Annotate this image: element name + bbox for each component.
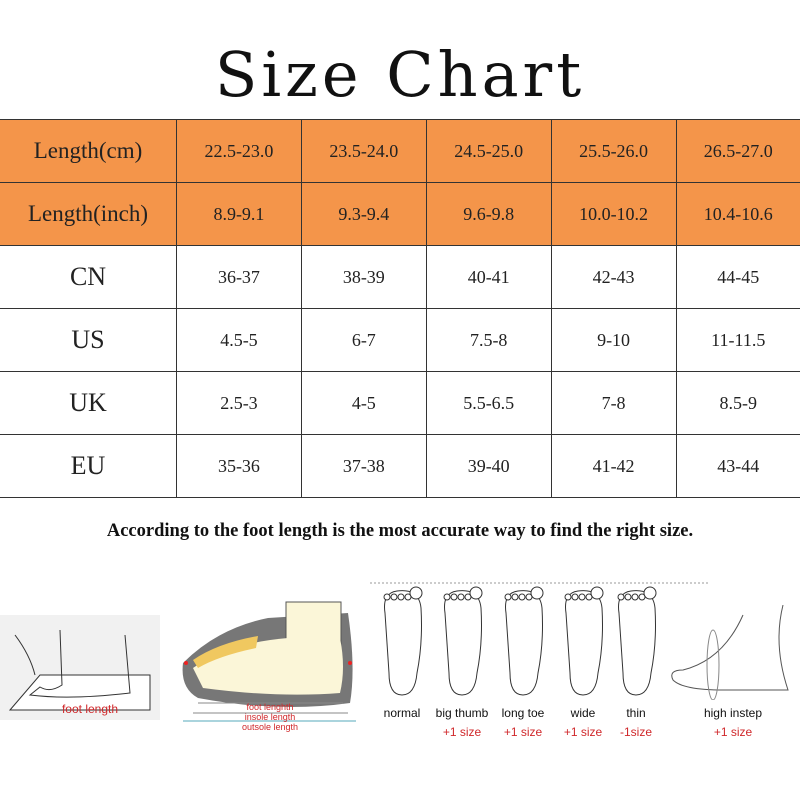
size-cell: 9-10: [550, 308, 677, 372]
size-adjust-label: -1size: [619, 725, 652, 739]
size-cell: 7.5-8: [425, 308, 552, 372]
foot-length-label: foot length: [61, 702, 119, 716]
size-cell: 8.9-9.1: [176, 182, 302, 246]
table-row: EU 35-36 37-38 39-40 41-42 43-44: [0, 434, 800, 498]
size-cell: 10.0-10.2: [550, 182, 677, 246]
size-cell: 2.5-3: [176, 371, 302, 435]
size-cell: 36-37: [176, 245, 302, 309]
foot-type-label: long toe: [501, 706, 545, 720]
shoe-cross-section-illustration: [182, 601, 356, 722]
size-cell: 42-43: [550, 245, 677, 309]
size-adjust-label: +1 size: [713, 725, 753, 739]
size-cell: 11-11.5: [675, 308, 800, 372]
size-adjust-label: +1 size: [442, 725, 482, 739]
table-row: UK 2.5-3 4-5 5.5-6.5 7-8 8.5-9: [0, 371, 800, 435]
size-cell: 44-45: [675, 245, 800, 309]
foot-normal-icon: [383, 586, 423, 696]
table-row: US 4.5-5 6-7 7.5-8 9-10 11-11.5: [0, 308, 800, 372]
size-cell: 23.5-24.0: [300, 119, 427, 183]
foot-type-label: high instep: [703, 706, 763, 720]
foot-lenghth-label: foot lenghth: [246, 702, 294, 712]
row-label: CN: [0, 245, 177, 309]
size-cell: 7-8: [550, 371, 677, 435]
size-cell: 40-41: [425, 245, 552, 309]
size-cell: 9.3-9.4: [300, 182, 427, 246]
size-cell: 26.5-27.0: [675, 119, 800, 183]
size-adjust-label: +1 size: [503, 725, 543, 739]
size-cell: 25.5-26.0: [550, 119, 677, 183]
size-cell: 10.4-10.6: [675, 182, 800, 246]
foot-type-label: normal: [383, 706, 421, 720]
size-cell: 41-42: [550, 434, 677, 498]
insole-length-label: insole length: [244, 712, 296, 722]
size-cell: 43-44: [675, 434, 800, 498]
size-cell: 35-36: [176, 434, 302, 498]
foot-long-toe-icon: [504, 586, 544, 696]
outsole-length-label: outsole length: [241, 722, 299, 732]
foot-thin-icon: [617, 586, 657, 696]
foot-high-instep-icon: [671, 605, 789, 700]
row-label: Length(inch): [0, 182, 177, 246]
table-row: CN 36-37 38-39 40-41 42-43 44-45: [0, 245, 800, 309]
row-label: Length(cm): [0, 119, 177, 183]
size-adjust-label: +1 size: [563, 725, 603, 739]
sizing-note: According to the foot length is the most…: [106, 521, 694, 541]
size-table: Length(cm) 22.5-23.0 23.5-24.0 24.5-25.0 25.…: [0, 119, 800, 498]
size-cell: 9.6-9.8: [425, 182, 552, 246]
size-cell: 4.5-5: [176, 308, 302, 372]
foot-type-label: wide: [570, 706, 596, 720]
size-cell: 8.5-9: [675, 371, 800, 435]
dotted-guide: [370, 582, 710, 584]
foot-measure-illustration: [0, 615, 160, 720]
size-cell: 38-39: [300, 245, 427, 309]
foot-big-thumb-icon: [443, 586, 483, 696]
page-title: Size Chart: [214, 38, 586, 111]
foot-type-label: thin: [626, 706, 646, 720]
size-cell: 22.5-23.0: [176, 119, 302, 183]
size-cell: 5.5-6.5: [425, 371, 552, 435]
table-row: Length(inch) 8.9-9.1 9.3-9.4 9.6-9.8 10.0-10…: [0, 182, 800, 246]
size-cell: 37-38: [300, 434, 427, 498]
row-label: EU: [0, 434, 177, 498]
size-cell: 24.5-25.0: [425, 119, 552, 183]
row-label: UK: [0, 371, 177, 435]
table-row: Length(cm) 22.5-23.0 23.5-24.0 24.5-25.0 25.…: [0, 119, 800, 183]
row-label: US: [0, 308, 177, 372]
foot-type-label: big thumb: [435, 706, 489, 720]
size-cell: 39-40: [425, 434, 552, 498]
foot-wide-icon: [564, 586, 604, 696]
size-cell: 6-7: [300, 308, 427, 372]
shoe-length-labels: foot lenghth insole length outsole lengt…: [220, 702, 320, 732]
size-cell: 4-5: [300, 371, 427, 435]
